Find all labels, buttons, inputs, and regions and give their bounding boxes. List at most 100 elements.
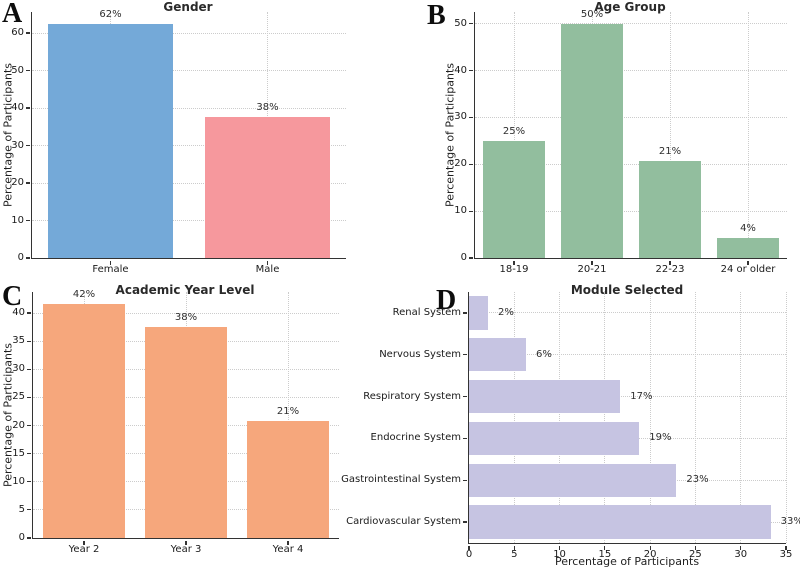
- x-category-label: Year 4: [272, 544, 304, 555]
- grid-line: [32, 182, 346, 184]
- axis-tick: [185, 540, 187, 545]
- bar: [469, 379, 621, 414]
- panel-letter-c: C: [2, 281, 23, 312]
- axis-tick: [26, 144, 30, 147]
- y-category-label: Endocrine System: [370, 432, 461, 444]
- axis-tick: [669, 260, 671, 265]
- axis-tick: [463, 312, 467, 314]
- grid-line: [604, 292, 606, 543]
- axis-tick: [26, 32, 30, 34]
- x-tick-label: 35: [779, 549, 793, 560]
- axis-tick: [785, 545, 787, 550]
- grid-line: [694, 292, 696, 543]
- y-category-label: Renal System: [392, 306, 461, 318]
- y-tick-label: 40: [454, 64, 467, 76]
- plot-area-age-group: 0 10 20 30 40 50 18-19 25% 20-21 50% 22-23 21% 24 or…: [454, 8, 787, 275]
- axis-tick: [463, 521, 467, 523]
- panel-letter-a: A: [2, 0, 23, 29]
- x-category-label: Year 2: [68, 544, 100, 555]
- y-tick-label: 40: [11, 102, 24, 113]
- bar: [469, 463, 677, 497]
- axis-tick: [740, 545, 742, 550]
- y-tick-label: 0: [460, 252, 467, 263]
- x-category-label: Female: [92, 264, 129, 275]
- axis-tick: [591, 260, 593, 265]
- x-category-label: 20-21: [577, 264, 607, 275]
- grid-line: [287, 292, 289, 538]
- grid-line: [740, 292, 742, 543]
- axis-tick: [463, 354, 467, 356]
- bar: [638, 160, 702, 258]
- axis-tick: [649, 545, 651, 550]
- bar-value-label: 21%: [276, 406, 300, 418]
- bar-value-label: 33%: [780, 516, 800, 528]
- panel-module-selected: D Module Selected Percentage of Particip…: [341, 283, 800, 567]
- y-category-label: Nervous System: [379, 348, 461, 360]
- axis-tick: [266, 260, 269, 265]
- axis-tick: [513, 260, 515, 265]
- y-tick-label: 5: [18, 503, 25, 515]
- y-category-label: Respiratory System: [363, 390, 461, 402]
- chart-title-academic-year: Academic Year Level: [115, 283, 255, 297]
- axis-tick: [26, 107, 30, 109]
- axis-tick: [27, 481, 31, 483]
- plot-area-gender: 0 10 20 30 40 50 60 Female 62% Male 38%: [11, 9, 346, 275]
- bar: [247, 421, 329, 538]
- panel-age-group: B Age Group Percentage of Participants 0…: [400, 0, 800, 283]
- bar-value-label: 2%: [498, 306, 514, 318]
- y-tick-label: 0: [17, 252, 24, 263]
- axis-tick: [26, 219, 30, 222]
- bar: [469, 505, 771, 539]
- y-tick-label: 35: [12, 335, 25, 347]
- axis-tick: [469, 69, 473, 72]
- axis-tick: [27, 537, 31, 539]
- bar-value-label: 23%: [686, 474, 709, 486]
- axis-tick: [469, 257, 473, 259]
- plot-area-module-selected: 0 5 10 15 20 25 30 35 Renal System 2% Nervous Syst…: [341, 292, 800, 560]
- axis-tick: [26, 69, 30, 72]
- axis-tick: [287, 540, 289, 545]
- grid-line: [469, 354, 786, 356]
- axis-tick: [747, 260, 749, 265]
- y-tick-label: 50: [11, 64, 24, 76]
- bar-value-label: 50%: [580, 8, 604, 20]
- grid-line: [559, 292, 561, 543]
- x-category-label: Year 3: [170, 544, 202, 555]
- bar-value-label: 4%: [740, 223, 756, 235]
- axis-tick: [27, 368, 31, 370]
- bar: [43, 303, 125, 538]
- chart-title-age-group: Age Group: [594, 0, 666, 14]
- bar: [560, 23, 624, 258]
- grid-line: [475, 23, 787, 25]
- grid-line: [32, 145, 346, 146]
- bar-value-label: 21%: [658, 145, 682, 157]
- y-tick-label: 30: [454, 111, 467, 123]
- x-tick-label: 15: [598, 549, 612, 560]
- axis-tick: [463, 395, 467, 398]
- bar-value-label: 38%: [174, 312, 198, 324]
- axis-tick: [26, 257, 30, 259]
- chart-title-module-selected: Module Selected: [570, 283, 684, 297]
- plot-area-academic-year: 0 5 10 15 20 25 30 35 40 Year 2 42% Year 3 38% Year 4…: [12, 288, 339, 555]
- bar: [469, 338, 527, 372]
- bar-value-label: 17%: [630, 390, 653, 402]
- axis-tick: [469, 163, 473, 165]
- axis-tick: [27, 453, 31, 455]
- grid-line: [513, 292, 515, 543]
- x-tick-label: 25: [689, 549, 702, 560]
- x-tick-label: 30: [734, 549, 748, 560]
- axis-tick: [469, 210, 473, 212]
- y-category-label: Cardiovascular System: [346, 516, 461, 528]
- y-tick-label: 0: [18, 532, 25, 543]
- axis-tick: [83, 540, 85, 545]
- y-tick-label: 10: [11, 214, 24, 226]
- axis-tick: [558, 545, 561, 550]
- axis-tick: [27, 312, 31, 314]
- y-tick-label: 10: [12, 475, 25, 487]
- bar: [469, 296, 489, 330]
- axis-tick: [109, 260, 112, 265]
- x-tick-label: 0: [465, 549, 473, 560]
- bar-value-label: 42%: [72, 288, 96, 300]
- axis-tick: [26, 182, 30, 184]
- axis-tick: [694, 545, 697, 550]
